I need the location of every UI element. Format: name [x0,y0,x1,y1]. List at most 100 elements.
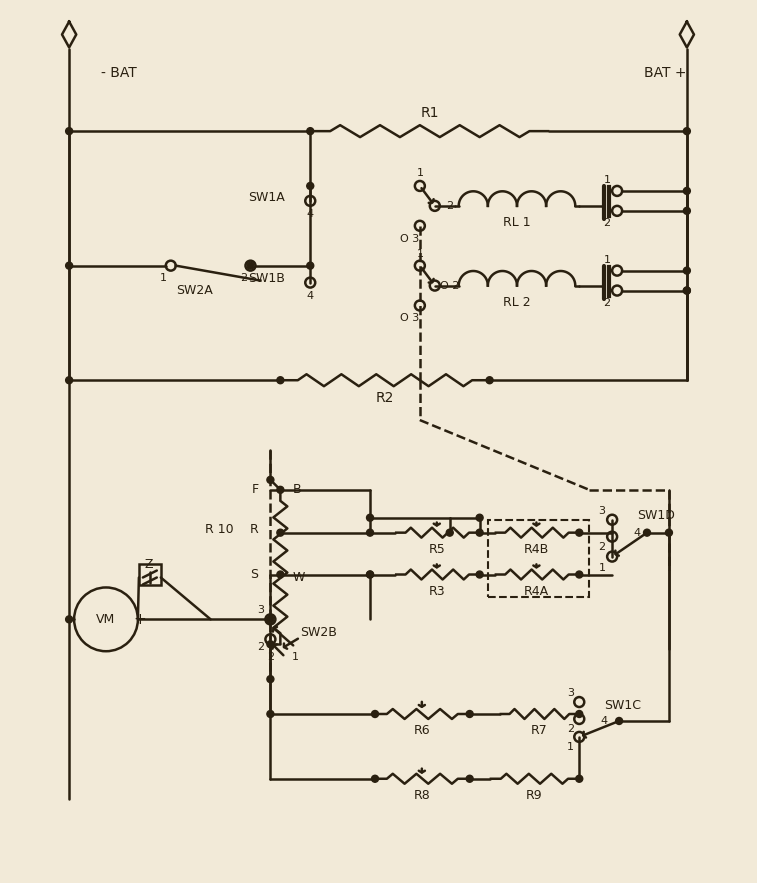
Circle shape [277,377,284,384]
Text: S: S [251,568,258,581]
Circle shape [684,187,690,194]
Text: R 10: R 10 [205,523,233,536]
Text: -: - [70,612,75,627]
Circle shape [446,529,453,536]
Circle shape [576,529,583,536]
Text: 1: 1 [416,168,423,178]
Text: 2: 2 [240,273,247,283]
Circle shape [267,641,274,648]
Circle shape [684,208,690,215]
Circle shape [466,711,473,718]
Text: SW2B: SW2B [301,626,337,638]
Text: SW1B: SW1B [248,272,285,285]
Text: R6: R6 [413,724,430,737]
Text: 1: 1 [291,653,299,662]
Circle shape [66,128,73,134]
Text: W: W [292,571,304,584]
Circle shape [267,476,274,483]
Text: 2: 2 [266,653,274,662]
Circle shape [476,529,483,536]
Circle shape [576,775,583,782]
Text: 2: 2 [257,642,264,653]
Text: R1: R1 [421,106,439,120]
Text: 2: 2 [446,200,453,211]
Text: SW2A: SW2A [176,284,213,297]
Circle shape [466,775,473,782]
Circle shape [366,529,373,536]
Circle shape [267,615,274,623]
Text: VM: VM [96,613,116,626]
Circle shape [684,268,690,274]
Text: Z: Z [145,558,153,571]
Circle shape [277,571,284,578]
Text: 3: 3 [599,506,606,516]
Circle shape [366,571,373,578]
Text: 1: 1 [416,249,423,259]
Text: R2: R2 [375,391,394,405]
Circle shape [486,377,493,384]
Text: RL 2: RL 2 [503,296,531,309]
Text: SW1C: SW1C [604,698,641,712]
Circle shape [372,775,378,782]
Text: RL 1: RL 1 [503,216,531,230]
Circle shape [307,262,313,269]
Text: R: R [250,523,258,536]
Circle shape [643,529,650,536]
Circle shape [684,287,690,294]
Text: O 3: O 3 [400,234,419,244]
Text: R3: R3 [428,585,445,598]
Circle shape [366,571,373,578]
Circle shape [576,571,583,578]
Text: R5: R5 [428,543,445,556]
Text: R4B: R4B [524,543,549,556]
Text: 3: 3 [257,606,264,615]
Circle shape [684,287,690,294]
Bar [139,563,160,585]
Circle shape [476,571,483,578]
Text: 1: 1 [160,273,167,283]
Text: 1: 1 [603,175,611,185]
Text: O 2: O 2 [440,281,459,291]
Circle shape [576,711,583,718]
Text: 4: 4 [634,528,640,538]
Circle shape [372,711,378,718]
Text: 2: 2 [603,218,611,228]
Text: - BAT: - BAT [101,66,137,80]
Circle shape [66,615,73,623]
Circle shape [267,675,274,683]
Circle shape [307,183,313,190]
Text: 1: 1 [599,562,606,572]
Text: O 3: O 3 [400,313,419,323]
Text: 1: 1 [603,254,611,265]
Circle shape [476,514,483,521]
Circle shape [66,377,73,384]
Circle shape [307,128,313,134]
Circle shape [366,514,373,521]
Text: SW1D: SW1D [637,509,675,522]
Text: 2: 2 [599,541,606,552]
Text: 2: 2 [567,724,574,734]
Text: 4: 4 [307,291,314,300]
Text: F: F [251,483,258,496]
Circle shape [665,529,672,536]
Circle shape [247,262,254,269]
Bar [488,520,589,598]
Circle shape [277,529,284,536]
Text: R7: R7 [531,724,548,737]
Circle shape [66,262,73,269]
Text: B: B [292,483,301,496]
Circle shape [684,128,690,134]
Text: 1: 1 [567,742,574,752]
Text: 2: 2 [603,298,611,307]
Text: R8: R8 [413,789,430,802]
Circle shape [267,711,274,718]
Text: 3: 3 [567,688,574,698]
Circle shape [277,487,284,494]
Text: 4: 4 [307,209,314,219]
Text: R4A: R4A [524,585,549,598]
Text: BAT +: BAT + [644,66,687,80]
Text: +: + [133,612,146,627]
Text: R9: R9 [526,789,543,802]
Text: SW1A: SW1A [248,192,285,204]
Text: 4: 4 [600,716,608,726]
